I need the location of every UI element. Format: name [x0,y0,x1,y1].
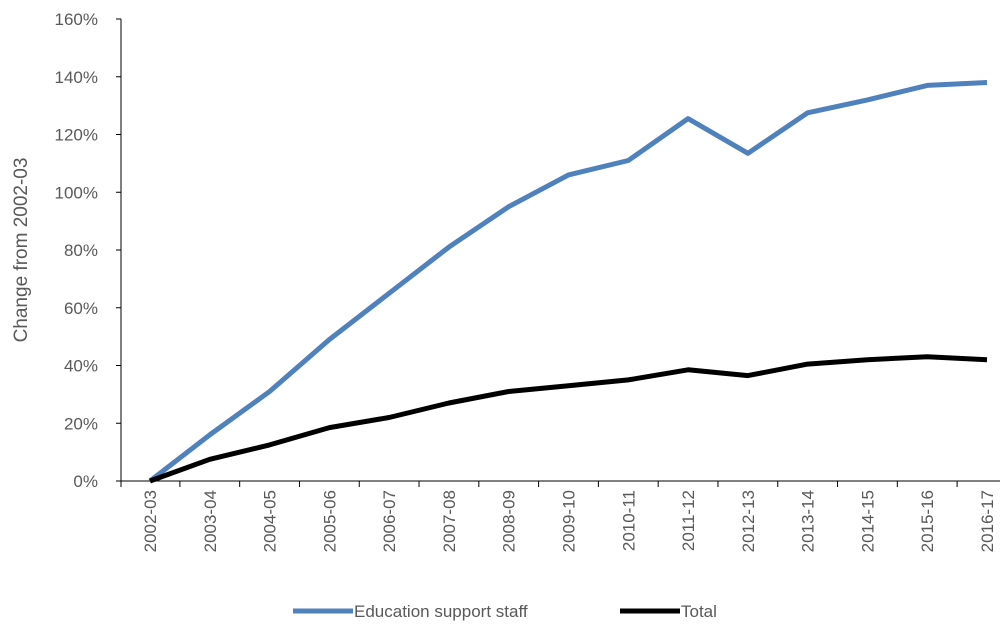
legend-label: Total [681,602,717,621]
x-tick-label: 2012-13 [739,490,758,552]
x-tick-label: 2006-07 [380,490,399,552]
series-line [148,80,988,483]
y-tick-label: 20% [64,414,98,433]
series-lines [148,80,988,484]
x-tick-label: 2005-06 [320,490,339,552]
y-axis-title: Change from 2002-03 [11,158,32,343]
y-tick-label: 140% [55,68,98,87]
y-tick-label: 40% [64,357,98,376]
x-axis: 2002-03 2003-04 2004-05 2005-06 2006-07 2007-… [121,480,1000,552]
x-tick-label: 2010-11 [619,490,638,551]
x-tick-label: 2014-15 [858,490,877,552]
x-tick-label: 2007-08 [440,490,459,552]
y-tick-label: 60% [64,299,98,318]
legend: Education support staff Total [293,602,717,621]
y-axis: 0% 20% 40% 60% 80% 100% 120% 140% 160% [55,10,122,491]
x-tick-label: 2002-03 [141,490,160,552]
x-tick-label: 2016-17 [978,490,997,552]
x-tick-label: 2004-05 [261,490,280,552]
y-tick-label: 0% [73,472,98,491]
legend-label: Education support staff [354,602,528,621]
x-tick-label: 2009-10 [560,490,579,552]
y-tick-label: 80% [64,241,98,260]
x-tick-label: 2013-14 [799,490,818,552]
x-tick-label: 2008-09 [500,490,519,552]
x-tick-label: 2011-12 [679,490,698,551]
y-tick-label: 120% [55,126,98,145]
series-line [149,354,988,484]
y-tick-label: 100% [55,183,98,202]
y-tick-label: 160% [55,10,98,29]
x-tick-label: 2015-16 [918,490,937,552]
x-tick-label: 2003-04 [201,490,220,552]
